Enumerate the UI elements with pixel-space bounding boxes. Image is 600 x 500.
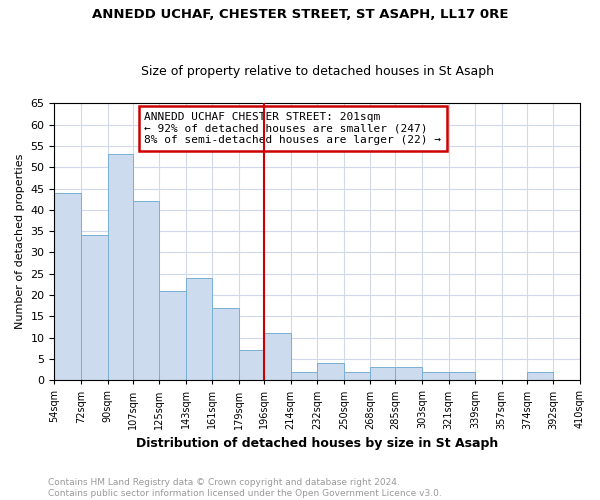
- X-axis label: Distribution of detached houses by size in St Asaph: Distribution of detached houses by size …: [136, 437, 499, 450]
- Bar: [395, 368, 422, 380]
- Bar: [81, 236, 107, 380]
- Text: ANNEDD UCHAF, CHESTER STREET, ST ASAPH, LL17 0RE: ANNEDD UCHAF, CHESTER STREET, ST ASAPH, …: [92, 8, 508, 20]
- Bar: [186, 278, 212, 380]
- Bar: [239, 350, 264, 380]
- Title: Size of property relative to detached houses in St Asaph: Size of property relative to detached ho…: [141, 66, 494, 78]
- Bar: [159, 291, 186, 380]
- Bar: [449, 372, 475, 380]
- Bar: [264, 334, 290, 380]
- Bar: [133, 202, 159, 380]
- Bar: [317, 363, 344, 380]
- Bar: [527, 372, 553, 380]
- Bar: [107, 154, 133, 380]
- Bar: [580, 376, 600, 380]
- Bar: [55, 193, 81, 380]
- Bar: [290, 372, 317, 380]
- Bar: [344, 372, 370, 380]
- Bar: [370, 368, 395, 380]
- Text: Contains HM Land Registry data © Crown copyright and database right 2024.
Contai: Contains HM Land Registry data © Crown c…: [48, 478, 442, 498]
- Text: ANNEDD UCHAF CHESTER STREET: 201sqm
← 92% of detached houses are smaller (247)
8: ANNEDD UCHAF CHESTER STREET: 201sqm ← 92…: [145, 112, 442, 145]
- Bar: [212, 308, 239, 380]
- Y-axis label: Number of detached properties: Number of detached properties: [15, 154, 25, 330]
- Bar: [422, 372, 449, 380]
